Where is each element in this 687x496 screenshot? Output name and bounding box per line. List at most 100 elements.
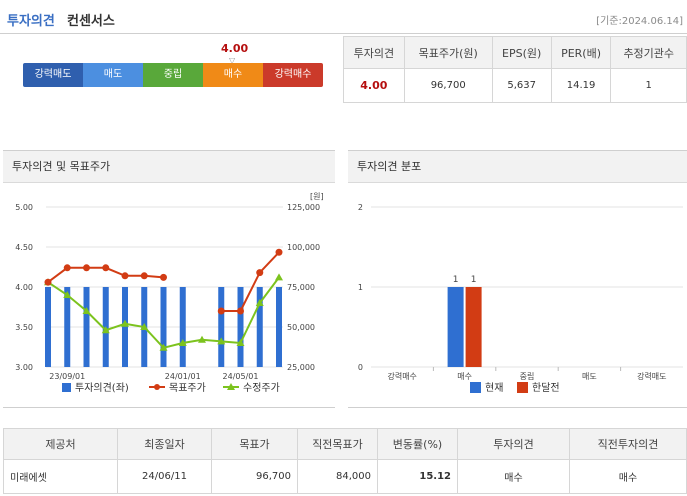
legend-target: 목표주가 xyxy=(169,382,206,394)
adjusted-price-point xyxy=(275,273,283,281)
y-left-tick-label: 4.00 xyxy=(15,283,33,292)
x-tick-label: 24/01/01 xyxy=(165,372,201,381)
opinion-distribution-chart: 2 1 0 강력매수 매수 중립 매도 강력매도 1 1 현재 한달전 xyxy=(358,203,683,394)
cell-target: 96,700 xyxy=(211,459,298,494)
summary-header: PER(배) xyxy=(550,36,612,69)
summary-target-price: 96,700 xyxy=(403,68,493,103)
distribution-bar xyxy=(447,287,464,367)
col-opinion: 투자의견 xyxy=(457,428,570,460)
y-right-unit: [원] xyxy=(310,192,324,201)
target-price-line xyxy=(221,251,280,312)
x-tick-label: 강력매수 xyxy=(387,371,416,381)
adjusted-price-point xyxy=(236,339,245,346)
cell-provider: 미래에셋 xyxy=(3,459,118,494)
y-right-tick-label: 50,000 xyxy=(287,323,315,332)
y-tick-label: 0 xyxy=(358,363,363,372)
x-tick-label: 매도 xyxy=(582,372,597,381)
cell-prev-target: 84,000 xyxy=(297,459,378,494)
legend-marker-target xyxy=(154,384,160,390)
summary-header: 목표주가(원) xyxy=(403,36,493,69)
adjusted-price-point xyxy=(198,335,206,343)
broker-header-row: 제공처 최종일자 목표가 직전목표가 변동률(%) 투자의견 직전투자의견 xyxy=(3,428,687,460)
adjusted-price-point xyxy=(255,299,264,306)
target-price-point xyxy=(217,307,225,315)
legend-swatch-current xyxy=(470,382,481,393)
col-change: 변동률(%) xyxy=(377,428,458,460)
adjusted-price-point xyxy=(101,326,110,334)
summary-header: EPS(원) xyxy=(491,36,552,69)
opinion-distribution-panel: 투자의견 분포 2 1 0 강력매수 매수 중립 매도 강력매도 1 1 현재 한달전 xyxy=(348,150,687,408)
target-price-point xyxy=(256,269,264,277)
adjusted-price-point xyxy=(217,337,226,345)
summary-eps: 5,637 xyxy=(491,68,552,103)
y-left-tick-label: 4.50 xyxy=(15,243,33,252)
summary-institutions: 1 xyxy=(610,68,687,103)
target-price-point xyxy=(275,248,283,256)
adjusted-price-point xyxy=(140,323,149,330)
target-price-point xyxy=(237,307,244,315)
legend-swatch-opinion xyxy=(62,383,71,392)
distribution-bar xyxy=(465,287,482,367)
cell-prev-opinion: 매수 xyxy=(569,459,687,494)
scale-strong-buy: 강력매수 xyxy=(263,63,323,87)
scale-strong-sell: 강력매도 xyxy=(23,63,83,87)
opinion-bar xyxy=(64,287,71,367)
base-date: [기준:2024.06.14] xyxy=(596,16,683,27)
opinion-bar xyxy=(276,287,282,367)
y-right-tick-label: 75,000 xyxy=(287,283,315,292)
summary-header-row: 투자의견 목표주가(원) EPS(원) PER(배) 추정기관수 xyxy=(343,36,687,69)
adjusted-price-point xyxy=(178,339,187,346)
target-price-point xyxy=(102,264,110,272)
scale-sell: 매도 xyxy=(83,63,143,87)
consensus-marker-icon: ▽ xyxy=(229,56,236,65)
y-right-tick-label: 25,000 xyxy=(287,363,315,372)
opinion-bar xyxy=(83,287,90,367)
scale-neutral: 중립 xyxy=(143,63,203,87)
adjusted-price-point xyxy=(159,343,168,351)
target-price-point xyxy=(121,272,129,280)
opinion-bar xyxy=(122,287,128,367)
opinion-bar xyxy=(179,287,186,367)
adjusted-price-point xyxy=(63,291,72,298)
x-tick-label: 24/05/01 xyxy=(223,372,259,381)
page-header: 투자의견 컨센서스 [기준:2024.06.14] xyxy=(0,0,687,34)
broker-table: 제공처 최종일자 목표가 직전목표가 변동률(%) 투자의견 직전투자의견 미래… xyxy=(3,428,687,494)
col-last-date: 최종일자 xyxy=(117,428,212,460)
col-target: 목표가 xyxy=(211,428,298,460)
legend-opinion: 투자의견(좌) xyxy=(75,382,129,394)
y-right-tick-label: 100,000 xyxy=(287,243,320,252)
target-price-point xyxy=(63,264,71,272)
summary-per: 14.19 xyxy=(550,68,612,103)
y-left-tick-label: 3.50 xyxy=(15,323,33,332)
summary-header: 투자의견 xyxy=(343,36,405,69)
x-tick-label: 중립 xyxy=(520,372,535,381)
target-price-point xyxy=(160,273,167,281)
col-prev-opinion: 직전투자의견 xyxy=(569,428,687,460)
opinion-target-price-panel: 투자의견 및 목표주가 5.00 4.50 4.00 3.50 3.00 125,000 1… xyxy=(3,150,335,408)
target-price-point xyxy=(83,264,90,272)
legend-swatch-month-ago xyxy=(517,382,528,393)
col-provider: 제공처 xyxy=(3,428,118,460)
opinion-bar xyxy=(218,287,225,367)
opinion-target-price-chart: 5.00 4.50 4.00 3.50 3.00 125,000 100,000 75,000… xyxy=(15,192,324,394)
summary-opinion-value: 4.00 xyxy=(343,68,405,103)
panel-title: 투자의견 분포 xyxy=(348,151,687,183)
legend-marker-adjusted xyxy=(227,383,235,390)
target-price-point xyxy=(140,272,148,280)
x-tick-label: 23/09/01 xyxy=(49,372,85,381)
summary-value-row: 4.00 96,700 5,637 14.19 1 xyxy=(343,68,687,103)
table-row: 미래에셋 24/06/11 96,700 84,000 15.12 매수 매수 xyxy=(3,459,687,494)
summary-header: 추정기관수 xyxy=(610,36,687,69)
title-consensus: 컨센서스 xyxy=(67,14,115,29)
scale-buy: 매수 xyxy=(203,63,263,87)
opinion-bar xyxy=(237,287,244,367)
y-left-tick-label: 5.00 xyxy=(15,203,33,212)
y-tick-label: 1 xyxy=(358,283,363,292)
opinion-bar xyxy=(160,287,167,367)
y-right-tick-label: 125,000 xyxy=(287,203,320,212)
target-price-point xyxy=(44,278,52,286)
col-prev-target: 직전목표가 xyxy=(297,428,378,460)
adjusted-price-point xyxy=(121,319,129,327)
panel-title: 투자의견 및 목표주가 xyxy=(3,151,335,183)
title-opinion: 투자의견 xyxy=(7,14,55,29)
